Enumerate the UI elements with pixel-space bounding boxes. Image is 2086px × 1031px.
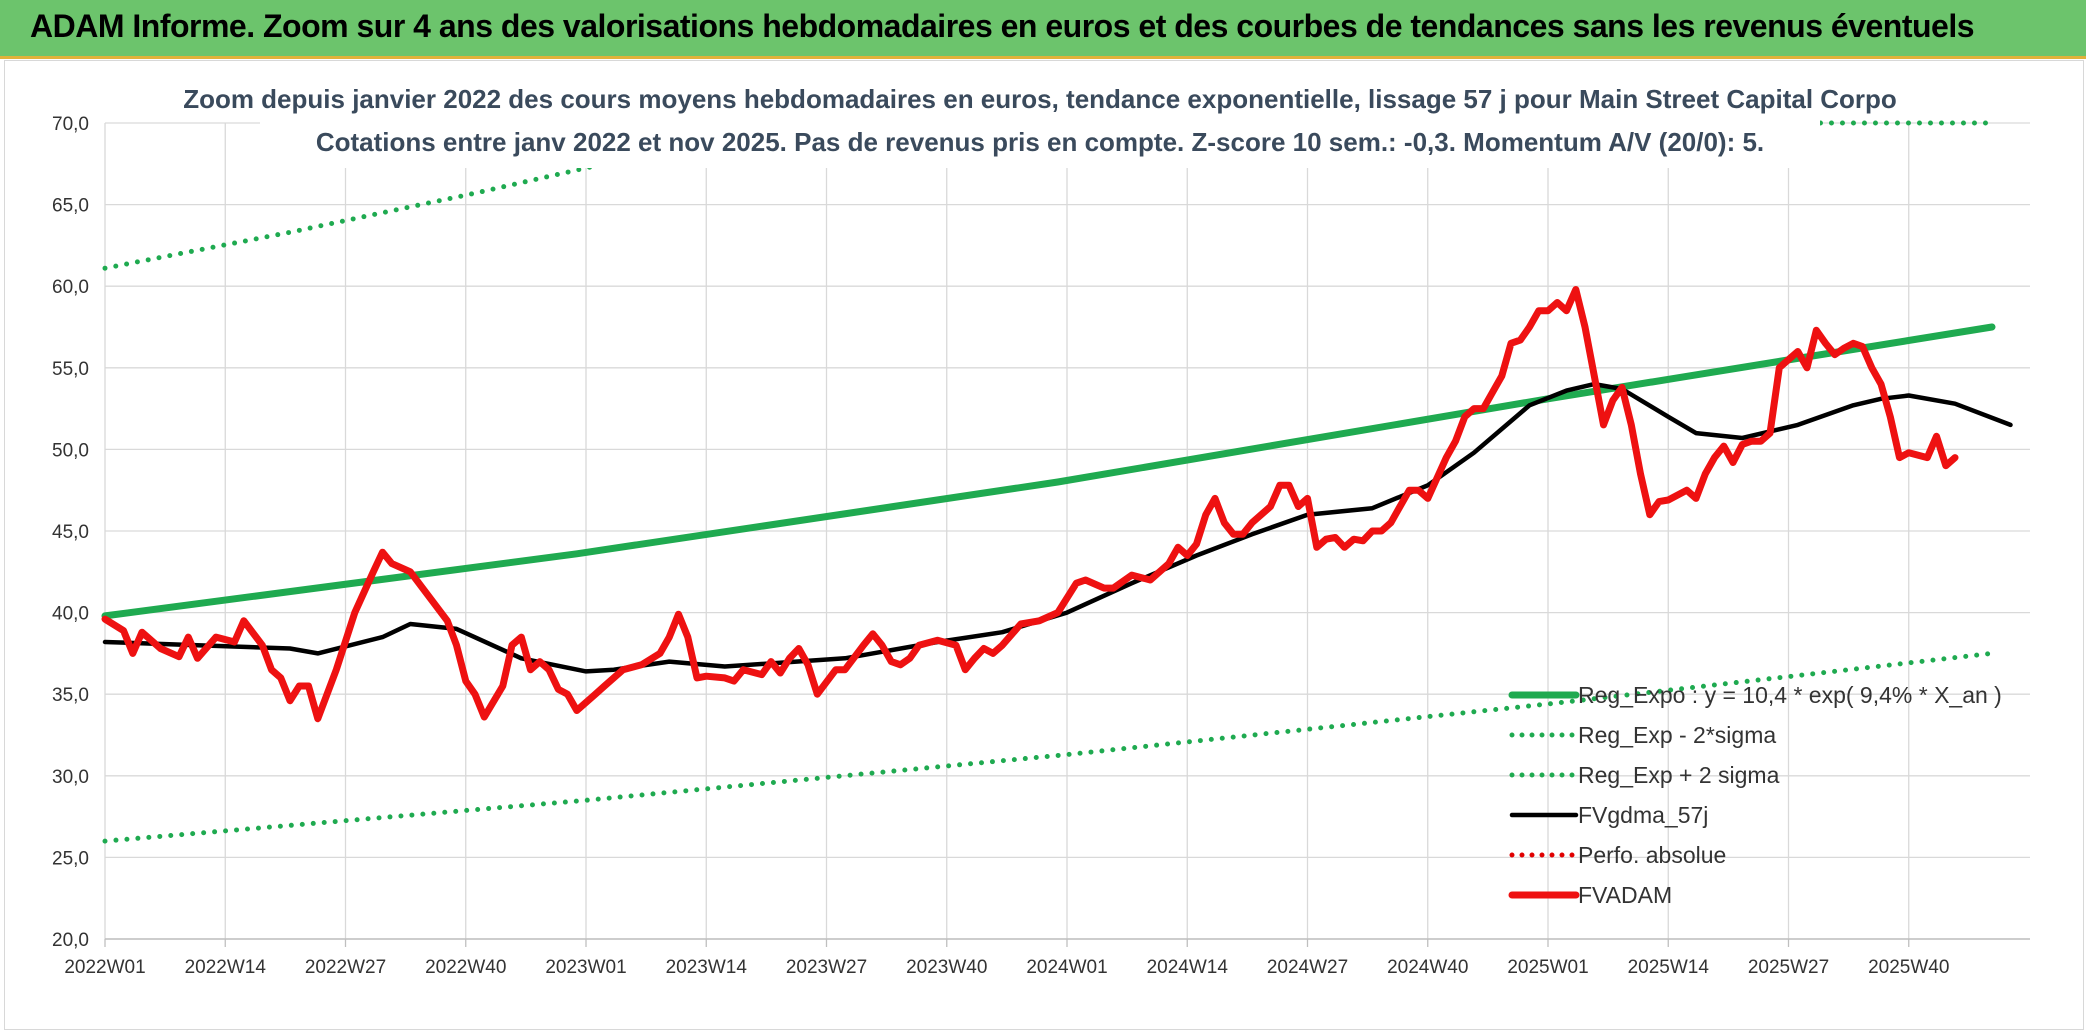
x-tick-label: 2025W14 xyxy=(1628,957,1710,978)
legend-label: Reg_Exp + 2 sigma xyxy=(1578,762,1780,788)
legend: Reg_Expo : y = 10,4 * exp( 9,4% * X_an )… xyxy=(1508,682,2002,908)
legend-label: Perfo. absolue xyxy=(1578,842,1726,868)
y-tick-label: 55,0 xyxy=(52,359,89,380)
series-line-0 xyxy=(101,323,1996,620)
x-tick-label: 2023W01 xyxy=(545,957,626,978)
x-tick-label: 2023W40 xyxy=(906,957,987,978)
legend-label: FVgdma_57j xyxy=(1578,802,1708,828)
series-line-3 xyxy=(102,381,2013,674)
series-line-5 xyxy=(101,286,1959,723)
x-tick-label: 2025W40 xyxy=(1868,957,1949,978)
x-tick-label: 2022W40 xyxy=(425,957,506,978)
y-tick-label: 30,0 xyxy=(52,767,89,788)
y-tick-label: 40,0 xyxy=(52,604,89,625)
y-tick-label: 20,0 xyxy=(52,930,89,951)
chart-frame xyxy=(4,60,2084,1030)
y-tick-label: 45,0 xyxy=(52,522,89,543)
y-tick-label: 65,0 xyxy=(52,196,89,217)
report-banner: ADAM Informe. Zoom sur 4 ans des valoris… xyxy=(0,0,2086,59)
x-tick-label: 2023W27 xyxy=(786,957,867,978)
x-tick-label: 2024W14 xyxy=(1147,957,1229,978)
legend-label: FVADAM xyxy=(1578,882,1672,908)
x-tick-label: 2024W01 xyxy=(1026,957,1107,978)
x-tick-label: 2022W01 xyxy=(64,957,145,978)
chart-title: Zoom depuis janvier 2022 des cours moyen… xyxy=(183,84,1897,114)
legend-label: Reg_Exp - 2*sigma xyxy=(1578,722,1776,748)
y-tick-label: 25,0 xyxy=(52,848,89,869)
x-tick-label: 2024W40 xyxy=(1387,957,1468,978)
subtitle-background xyxy=(260,78,1820,168)
x-tick-label: 2024W27 xyxy=(1267,957,1348,978)
gridlines xyxy=(104,122,2030,947)
y-tick-label: 60,0 xyxy=(52,277,89,298)
x-tick-label: 2022W27 xyxy=(305,957,386,978)
x-tick-label: 2025W27 xyxy=(1748,957,1829,978)
series-lines xyxy=(101,120,2013,844)
series-line-1 xyxy=(102,650,1995,844)
x-tick-label: 2022W14 xyxy=(185,957,267,978)
x-tick-label: 2023W14 xyxy=(666,957,748,978)
x-axis-ticks: 2022W01 2022W14 2022W27 2022W40 2023W01 2023W… xyxy=(64,957,1949,978)
chart-subtitle: Cotations entre janv 2022 et nov 2025. P… xyxy=(316,127,1764,157)
y-tick-label: 70,0 xyxy=(52,114,89,135)
legend-label: Reg_Expo : y = 10,4 * exp( 9,4% * X_an ) xyxy=(1578,682,2002,708)
report-title: ADAM Informe. Zoom sur 4 ans des valoris… xyxy=(30,8,1975,44)
y-tick-label: 35,0 xyxy=(52,685,89,706)
y-axis-ticks: 20,0 25,0 30,0 35,0 40,0 45,0 50,0 55,0 60,0 65,0… xyxy=(52,114,89,951)
y-tick-label: 50,0 xyxy=(52,440,89,461)
x-tick-label: 2025W01 xyxy=(1507,957,1588,978)
